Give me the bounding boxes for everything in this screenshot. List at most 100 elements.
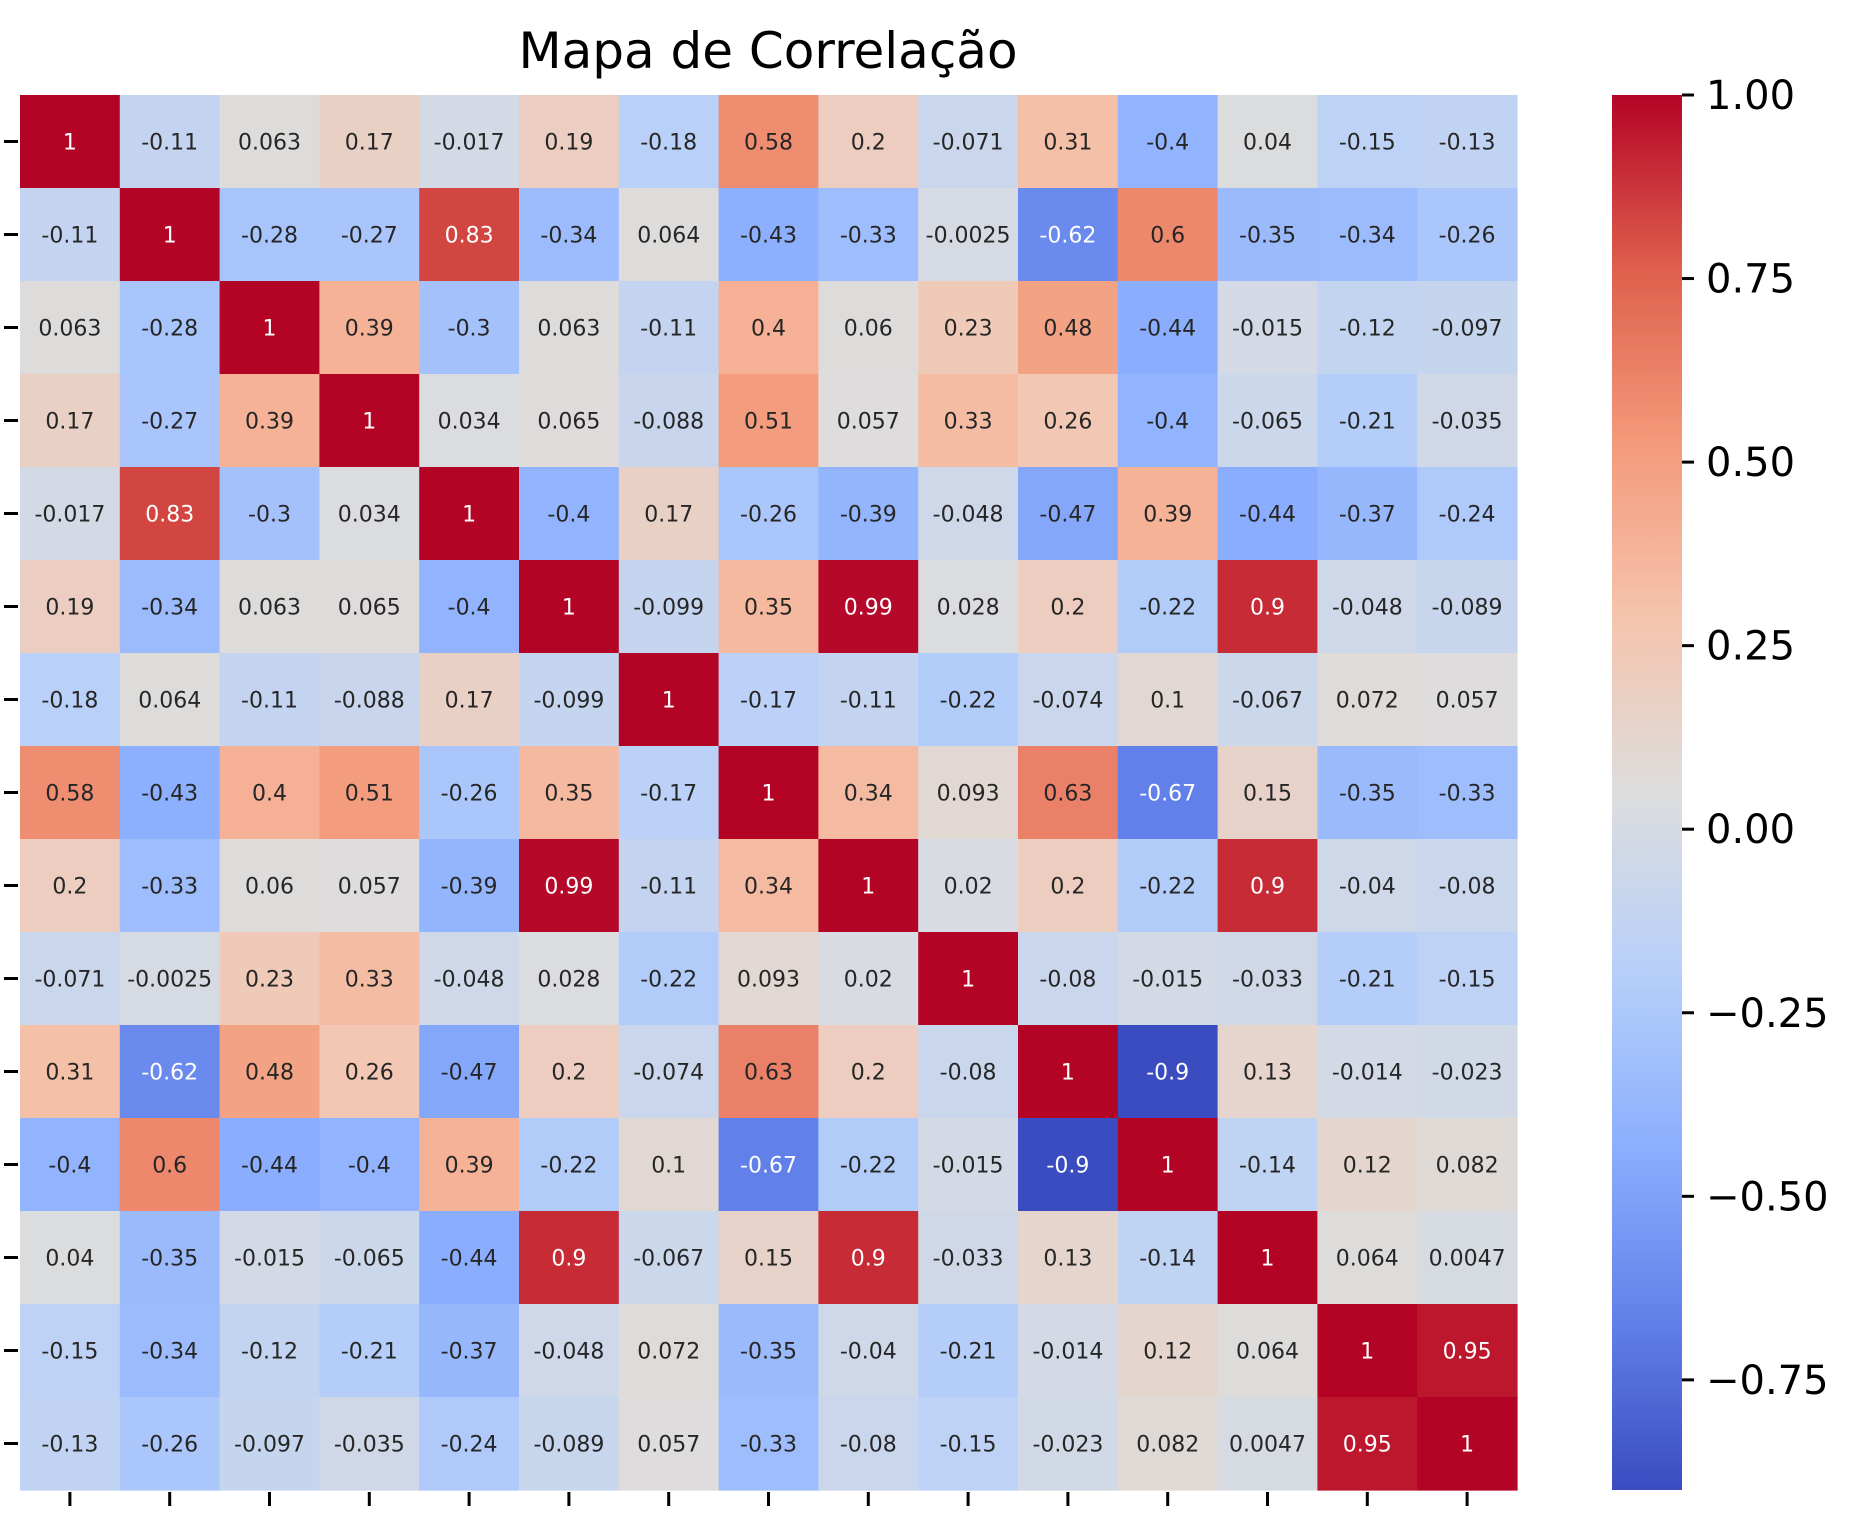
- heatmap-cell: [618, 467, 720, 561]
- heatmap-cell: [618, 374, 720, 468]
- heatmap-cell: [20, 653, 121, 747]
- heatmap-cell: [718, 1211, 819, 1305]
- cell-value-label: -0.15: [1439, 968, 1496, 993]
- heatmap-cell: [119, 653, 221, 747]
- cell-value-label: -0.22: [1139, 875, 1196, 900]
- cell-value-label: -0.13: [41, 1433, 98, 1458]
- cell-value-label: 0.04: [45, 1247, 94, 1272]
- cell-value-label: 0.33: [345, 968, 394, 993]
- heatmap-cell: [20, 1118, 121, 1212]
- cell-value-label: -0.22: [540, 1154, 597, 1179]
- heatmap-cell: [1417, 467, 1518, 561]
- cell-value-label: -0.17: [640, 782, 697, 807]
- cell-value-label: -0.18: [41, 689, 98, 714]
- heatmap-cell: [519, 467, 620, 561]
- cell-value-label: -0.071: [34, 968, 105, 993]
- cell-value-label: -0.22: [640, 968, 697, 993]
- heatmap-cell: [1217, 1118, 1318, 1212]
- heatmap-cell: [918, 188, 1019, 282]
- heatmap-cell: [519, 1211, 620, 1305]
- cell-value-label: 0.15: [744, 1247, 793, 1272]
- cell-value-label: 1: [1261, 1247, 1275, 1272]
- heatmap-cell: [1317, 374, 1418, 468]
- cell-value-label: 0.34: [744, 875, 793, 900]
- cell-value-label: 0.63: [744, 1061, 793, 1086]
- heatmap-cell: [1317, 746, 1418, 840]
- cell-value-label: -0.15: [41, 1340, 98, 1365]
- cell-value-label: 0.17: [45, 410, 94, 435]
- heatmap-cell: [519, 95, 620, 189]
- cell-value-label: -0.14: [1139, 1247, 1196, 1272]
- cell-value-label: -0.099: [633, 596, 704, 621]
- cell-value-label: -0.08: [840, 1433, 897, 1458]
- cell-value-label: -0.4: [48, 1154, 91, 1179]
- colorbar-tick-label: 0.50: [1706, 440, 1795, 486]
- cell-value-label: 0.028: [937, 596, 1000, 621]
- cell-value-label: -0.017: [34, 503, 105, 528]
- heatmap-cell: [20, 932, 121, 1026]
- cell-value-label: -0.15: [1339, 131, 1396, 156]
- heatmap-cell: [1417, 1211, 1518, 1305]
- cell-value-label: -0.21: [1339, 410, 1396, 435]
- cell-value-label: -0.37: [441, 1340, 498, 1365]
- heatmap-cell: [918, 1211, 1019, 1305]
- heatmap-cell: [1217, 1211, 1318, 1305]
- heatmap-cell: [718, 746, 819, 840]
- colorbar-tick-label: 1.00: [1706, 73, 1795, 119]
- heatmap-cell: [818, 560, 919, 654]
- cell-value-label: -0.43: [740, 224, 797, 249]
- heatmap-cell: [1317, 95, 1418, 189]
- cell-value-label: 0.1: [1150, 689, 1185, 714]
- heatmap-cell: [1018, 281, 1119, 375]
- cell-value-label: 0.9: [1250, 596, 1285, 621]
- cell-value-label: 0.082: [1136, 1433, 1199, 1458]
- cell-value-label: -0.62: [141, 1061, 198, 1086]
- heatmap-cell: [119, 1025, 221, 1119]
- heatmap-cell: [718, 1397, 819, 1491]
- cell-value-label: -0.27: [341, 224, 398, 249]
- heatmap-cell: [419, 1304, 520, 1398]
- cell-value-label: 0.4: [751, 317, 786, 342]
- heatmap-cell: [618, 95, 720, 189]
- heatmap-cell: [918, 746, 1019, 840]
- cell-value-label: 0.0047: [1229, 1433, 1306, 1458]
- cell-value-label: 0.082: [1436, 1154, 1499, 1179]
- heatmap-cell: [1217, 281, 1318, 375]
- heatmap-cell: [818, 653, 919, 747]
- cell-value-label: -0.033: [933, 1247, 1004, 1272]
- heatmap-cell: [319, 653, 420, 747]
- cell-value-label: 0.58: [45, 782, 94, 807]
- cell-value-label: -0.015: [933, 1154, 1004, 1179]
- heatmap-cell: [918, 374, 1019, 468]
- heatmap-cell: [1417, 1397, 1518, 1491]
- cell-value-label: 0.19: [544, 131, 593, 156]
- cell-value-label: -0.035: [334, 1433, 405, 1458]
- heatmap-cell: [319, 1211, 420, 1305]
- cell-value-label: 1: [362, 410, 376, 435]
- cell-value-label: 0.4: [252, 782, 287, 807]
- cell-value-label: 0.034: [338, 503, 401, 528]
- heatmap-cell: [1117, 1118, 1219, 1212]
- heatmap-cell: [319, 560, 420, 654]
- cell-value-label: 0.072: [637, 1340, 700, 1365]
- heatmap-cell: [818, 932, 919, 1026]
- cell-value-label: -0.15: [940, 1433, 997, 1458]
- heatmap-cell: [718, 839, 819, 933]
- heatmap-cell: [20, 1397, 121, 1491]
- cell-value-label: -0.22: [840, 1154, 897, 1179]
- heatmap-cell: [1117, 1025, 1219, 1119]
- heatmap-cell: [918, 932, 1019, 1026]
- cell-value-label: -0.089: [1432, 596, 1503, 621]
- cell-value-label: 0.063: [238, 596, 301, 621]
- heatmap-cell: [718, 188, 819, 282]
- heatmap-cell: [219, 1211, 320, 1305]
- cell-value-label: -0.26: [141, 1433, 198, 1458]
- heatmap-cell: [1117, 653, 1219, 747]
- heatmap-cell: [618, 932, 720, 1026]
- cell-value-label: -0.014: [1332, 1061, 1403, 1086]
- heatmap-cell: [319, 1397, 420, 1491]
- heatmap-cell: [618, 1304, 720, 1398]
- cell-value-label: 0.48: [1043, 317, 1092, 342]
- cell-value-label: -0.26: [441, 782, 498, 807]
- cell-value-label: 0.12: [1143, 1340, 1192, 1365]
